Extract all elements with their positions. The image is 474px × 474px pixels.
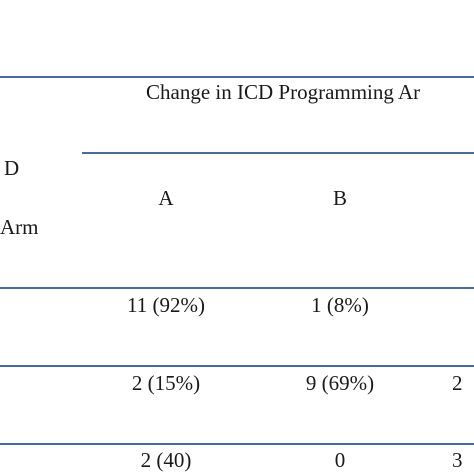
column-header-b: B <box>332 186 347 210</box>
row-header-label-line2: Arm <box>0 215 39 239</box>
column-header-a: A <box>158 186 174 210</box>
table-cell: 1 (8%) <box>311 293 369 317</box>
row-header-label-line1: D <box>4 156 20 180</box>
header-bottom-rule <box>0 287 474 289</box>
row-divider <box>0 365 474 367</box>
table-cell: 3 <box>452 448 463 472</box>
table-cell: 2 <box>452 371 463 395</box>
table-cell: 2 (40) <box>140 448 192 472</box>
table-cell: 2 (15%) <box>131 371 201 395</box>
row-divider <box>0 443 474 445</box>
table-cell: 11 (92%) <box>127 293 205 317</box>
table-cell: 9 (69%) <box>305 371 375 395</box>
table-cell: 0 <box>334 448 346 472</box>
spanning-header-rule <box>82 152 474 154</box>
top-rule <box>0 76 474 78</box>
spanning-header: Change in ICD Programming Ar <box>146 80 421 104</box>
